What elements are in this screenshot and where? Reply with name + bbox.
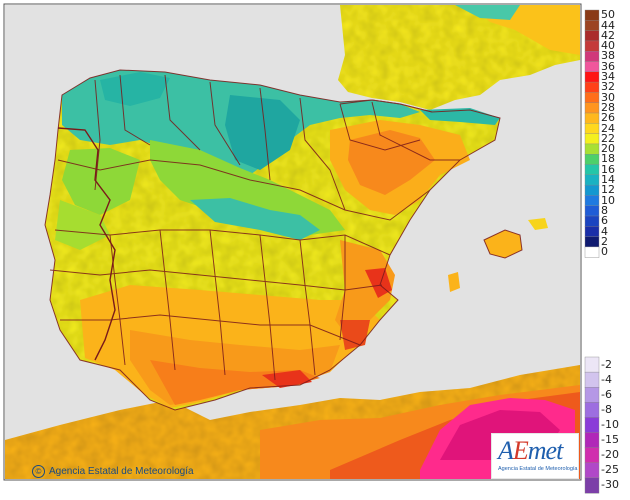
scale-label: 34: [601, 70, 615, 83]
scale-swatch: [584, 40, 600, 52]
scale-label: 16: [601, 162, 615, 176]
scale-label: 18: [601, 152, 615, 166]
scale-swatch: [584, 9, 600, 21]
scale-label: 44: [601, 18, 615, 32]
scale-swatch: [584, 20, 600, 32]
scale-label: -20: [601, 448, 619, 462]
temperature-scale: [584, 9, 600, 494]
scale-label: -25: [601, 463, 619, 477]
scale-swatch: [584, 30, 600, 42]
scale-label: 14: [601, 173, 615, 186]
scale-swatch: [584, 447, 600, 464]
scale-label: -15: [601, 433, 619, 447]
scale-label: 6: [601, 214, 608, 228]
scale-swatch: [584, 112, 600, 124]
scale-swatch: [584, 356, 600, 373]
scale-swatch: [584, 371, 600, 388]
scale-swatch: [584, 215, 600, 227]
aemet-logo-subtitle: Agencia Estatal de Meteorología: [498, 466, 578, 472]
scale-swatch: [584, 81, 600, 93]
mallorca: [484, 230, 522, 258]
scale-swatch: [584, 432, 600, 449]
scale-label: -30: [601, 478, 619, 492]
scale-label: 26: [601, 111, 615, 125]
scale-swatch: [584, 51, 600, 63]
scale-label: -2: [601, 357, 612, 371]
scale-label: 10: [601, 193, 615, 207]
scale-label: 40: [601, 39, 615, 53]
scale-label: 24: [601, 121, 615, 135]
scale-swatch: [584, 205, 600, 217]
scale-swatch: [584, 102, 600, 114]
scale-swatch: [584, 123, 600, 135]
scale-swatch: [584, 92, 600, 104]
scale-swatch: [584, 133, 600, 145]
scale-swatch: [584, 174, 600, 186]
scale-swatch: [584, 71, 600, 83]
aemet-logo-word: AEmet: [498, 436, 563, 465]
scale-swatch: [584, 164, 600, 176]
portugal-border: [57, 127, 116, 361]
scale-label: 42: [601, 28, 615, 42]
scale-swatch: [584, 195, 600, 207]
province-borders: [44, 69, 523, 411]
map-frame-border: [3, 3, 582, 481]
scale-label: 12: [601, 183, 615, 197]
scale-swatch: [584, 417, 600, 434]
scale-swatch: [584, 184, 600, 197]
scale-swatch: [584, 226, 600, 238]
scale-label: -6: [601, 387, 612, 401]
scale-label: 36: [601, 59, 615, 73]
scale-label: 0: [601, 245, 608, 259]
scale-label: 20: [601, 142, 615, 156]
ibiza: [448, 272, 460, 292]
scale-swatch: [584, 387, 600, 403]
copyright-icon: ©: [32, 465, 45, 478]
scale-label: -4: [601, 372, 612, 386]
scale-label: 2: [601, 234, 608, 248]
scale-label: 28: [601, 100, 615, 114]
scale-swatch: [584, 143, 600, 155]
scale-swatch: [584, 462, 600, 479]
scale-swatch: [584, 477, 600, 494]
scale-label: 50: [601, 8, 615, 22]
scale-label: 38: [601, 49, 615, 63]
scale-swatch: [584, 236, 600, 248]
scale-swatch: [584, 402, 600, 418]
copyright-text: Agencia Estatal de Meteorología: [49, 466, 194, 477]
scale-label: 22: [601, 131, 615, 145]
scale-label: 30: [601, 90, 615, 104]
scale-label: -10: [601, 417, 619, 431]
aemet-logo: AEmet Agencia Estatal de Meteorología: [491, 433, 579, 479]
scale-label: 32: [601, 80, 615, 94]
scale-swatch: [584, 61, 600, 73]
copyright-notice: © Agencia Estatal de Meteorología: [32, 465, 194, 478]
scale-label: -8: [601, 402, 612, 416]
scale-swatch: [584, 246, 600, 258]
scale-label: 8: [601, 203, 608, 217]
scale-label: 4: [601, 224, 608, 238]
scale-swatch: [584, 153, 600, 166]
